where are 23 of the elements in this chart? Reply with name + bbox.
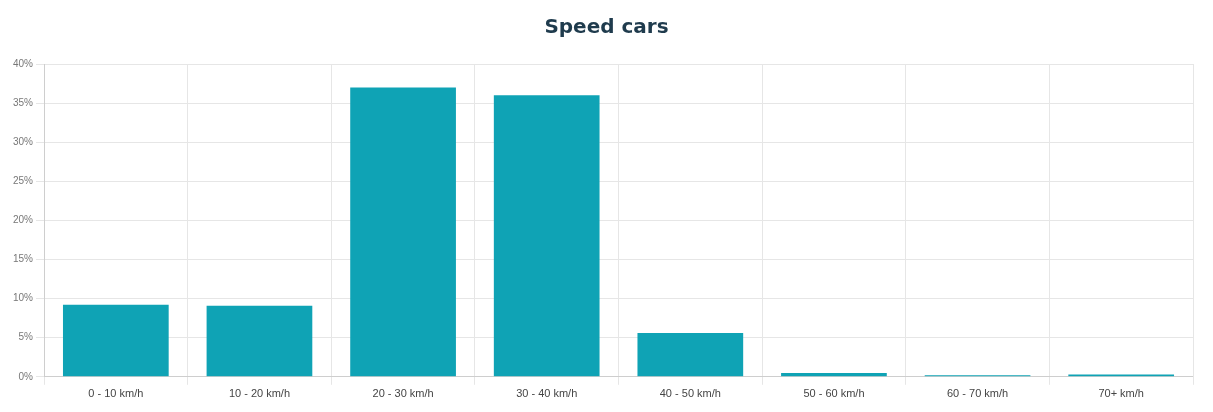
y-tick-label: 35% — [13, 96, 34, 108]
bar — [62, 304, 169, 377]
bar — [350, 87, 456, 377]
bar — [206, 305, 313, 377]
x-tick-label: 40 - 50 km/h — [659, 387, 721, 400]
y-tick-label: 30% — [13, 135, 34, 147]
x-tick-label: 50 - 60 km/h — [803, 387, 865, 400]
x-tick-label: 10 - 20 km/h — [228, 387, 291, 400]
bar — [493, 95, 600, 377]
y-tick-label: 20% — [13, 214, 34, 226]
x-tick-label: 20 - 30 km/h — [372, 387, 434, 400]
bar — [637, 333, 744, 377]
y-tick-label: 10% — [13, 292, 34, 304]
y-tick-label: 25% — [13, 175, 34, 187]
y-tick-label: 0% — [18, 370, 34, 382]
x-tick-label: 70+ km/h — [1098, 387, 1144, 400]
x-tick-label: 0 - 10 km/h — [88, 387, 144, 400]
x-tick-label: 60 - 70 km/h — [946, 387, 1009, 400]
y-tick-label: 40% — [13, 57, 34, 69]
chart-title: Speed cars — [543, 14, 670, 40]
x-tick-label: 30 - 40 km/h — [516, 387, 578, 400]
y-tick-label: 15% — [13, 253, 34, 265]
y-tick-label: 5% — [18, 331, 34, 343]
